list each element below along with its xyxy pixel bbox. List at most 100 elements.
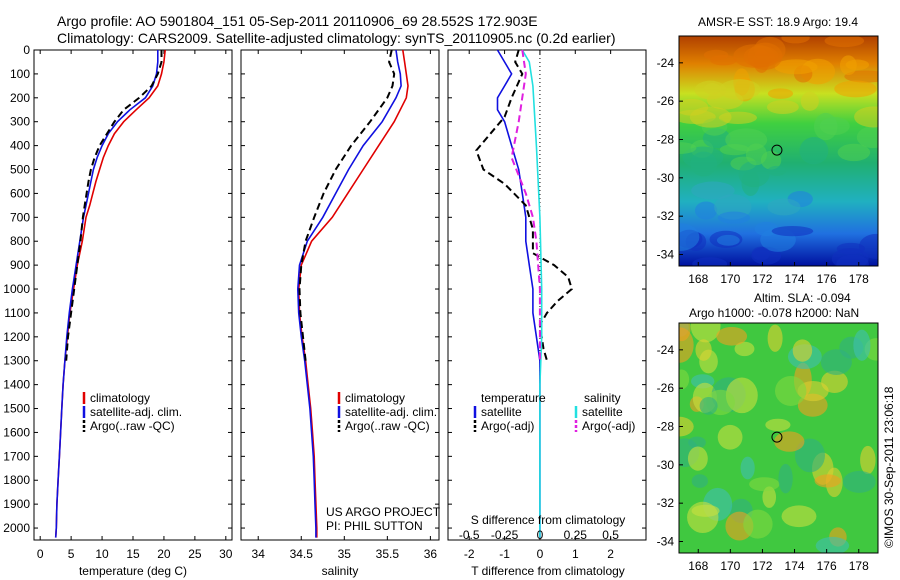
salinity-legend: climatology satellite-adj. clim. Argo(..…	[337, 391, 437, 433]
sst-texture-blob	[738, 160, 770, 188]
sla-texture-blob	[687, 446, 708, 471]
sst-map-lon-tick-label: 172	[752, 272, 772, 286]
sst-texture-blob	[679, 98, 709, 116]
temperature-legend: climatology satellite-adj. clim. Argo(..…	[82, 391, 182, 433]
sla-map-panel: Altim. SLA: -0.094 Argo h1000: -0.078 h2…	[657, 291, 879, 573]
sst-texture-blob	[799, 137, 829, 165]
sal-legend-satellite: satellite-adj. clim.	[345, 405, 437, 419]
sla-map-lon-tick-label: 170	[720, 559, 740, 573]
depth-tick-label: 100	[10, 67, 30, 81]
temp-legend-argo: Argo(..raw -QC)	[90, 419, 175, 433]
s-diff-tick-label: 0	[537, 528, 544, 542]
sal-xtick-label: 34.5	[290, 547, 314, 561]
sst-texture-blob	[751, 246, 771, 261]
sst-texture-blob	[692, 257, 728, 266]
temp-xtick-label: 25	[188, 547, 202, 561]
s-diff-tick-label: 0.25	[564, 528, 588, 542]
diff-xtick-label: 2	[607, 547, 614, 561]
sal-legend-climatology: climatology	[345, 391, 405, 405]
sla-texture-blob	[699, 396, 718, 415]
sla-map-lon-tick-label: 174	[785, 559, 805, 573]
sst-texture-blob	[836, 242, 866, 255]
depth-tick-label: 500	[10, 163, 30, 177]
sst-map-lon-tick-label: 178	[849, 272, 869, 286]
salinity-xlabel: salinity	[322, 564, 359, 578]
salinity-axes	[240, 49, 440, 541]
sst-map-lat-tick-label: -30	[657, 171, 675, 185]
sla-texture-blob	[792, 339, 813, 362]
sla-texture-blob	[853, 329, 871, 361]
difference-panel: -2 -1 0 1 2 S difference from climatology -0…	[447, 49, 647, 578]
sla-map-lat-tick-label: -34	[657, 535, 675, 549]
sst-texture-blob	[774, 59, 818, 75]
sla-texture-blob	[749, 477, 780, 492]
sst-texture-blob	[767, 165, 787, 176]
sst-texture-blob	[709, 54, 737, 66]
temperature-xlabel: temperature (deg C)	[79, 564, 187, 578]
depth-tick-label: 1700	[3, 449, 30, 463]
sla-texture-blob	[821, 370, 848, 393]
difference-axes	[447, 49, 647, 541]
depth-tick-label: 400	[10, 139, 30, 153]
sst-map-lat-tick-label: -32	[657, 209, 675, 223]
depth-tick-label: 200	[10, 91, 30, 105]
sst-map-title: AMSR-E SST: 18.9 Argo: 19.4	[698, 15, 858, 29]
sst-texture-blob	[717, 211, 751, 224]
depth-tick-label: 0	[23, 43, 30, 57]
header-line-2: Climatology: CARS2009. Satellite-adjuste…	[57, 30, 615, 46]
sst-texture-blob	[766, 100, 799, 114]
sst-texture-blob	[834, 80, 877, 98]
legend-s-argo: Argo(-adj)	[582, 419, 635, 433]
sst-texture-blob	[747, 42, 783, 70]
depth-tick-label: 1800	[3, 473, 30, 487]
depth-tick-label: 1000	[3, 282, 30, 296]
sla-texture-blob	[775, 375, 807, 406]
difference-top-xlabel: S difference from climatology	[471, 513, 626, 527]
sla-map-lon-tick-label: 172	[752, 559, 772, 573]
sla-texture-blob	[679, 416, 694, 437]
temp-xtick-label: 0	[37, 547, 44, 561]
sla-texture-blob	[814, 474, 841, 488]
sst-texture-blob	[694, 201, 718, 220]
sst-texture-blob	[839, 55, 857, 76]
depth-tick-label: 1500	[3, 402, 30, 416]
sst-texture-blob	[781, 36, 810, 44]
sla-map-lat-tick-label: -24	[657, 343, 675, 357]
temp-xtick-label: 20	[157, 547, 171, 561]
sal-series-satellite-adj-clim-	[296, 49, 402, 538]
sst-argo-location-marker	[771, 144, 783, 156]
depth-tick-label: 1600	[3, 425, 30, 439]
sla-texture-blob	[743, 509, 773, 539]
sla-texture-blob	[740, 456, 755, 480]
sla-texture-blob	[794, 438, 825, 473]
sla-texture-blob	[842, 470, 876, 493]
sst-texture-blob	[767, 198, 801, 216]
sst-map-lon-tick-label: 168	[688, 272, 708, 286]
diff-xtick-label: 0	[537, 547, 544, 561]
diff-series-salinity-argo-adj-	[510, 49, 541, 361]
sst-texture-blob	[690, 151, 718, 177]
temp-xtick-label: 30	[219, 547, 233, 561]
diff-xtick-label: -2	[464, 547, 475, 561]
depth-tick-label: 700	[10, 210, 30, 224]
sst-map-lon-tick-label: 170	[720, 272, 740, 286]
sst-map-lat-tick-label: -26	[657, 94, 675, 108]
sla-texture-blob	[734, 341, 755, 357]
s-diff-tick-label: 0.5	[602, 528, 619, 542]
sla-argo-location-marker	[771, 431, 783, 443]
diff-series-salinity-satellite	[521, 49, 543, 538]
sst-texture-blob	[837, 143, 871, 162]
sst-texture-blob	[824, 36, 865, 48]
sla-texture-blob	[691, 504, 720, 517]
sla-map-lat-tick-label: -32	[657, 496, 675, 510]
sla-texture-blob	[820, 349, 852, 375]
depth-tick-label: 2000	[3, 521, 30, 535]
sla-map-title-2: Argo h1000: -0.078 h2000: NaN	[689, 306, 859, 320]
sla-texture-blob	[679, 327, 694, 363]
legend-s-satellite: satellite	[582, 405, 623, 419]
sal-xtick-label: 35	[338, 547, 352, 561]
sal-xtick-label: 34	[252, 547, 266, 561]
sst-texture-blob	[704, 83, 722, 95]
sst-texture-blob	[819, 117, 850, 136]
